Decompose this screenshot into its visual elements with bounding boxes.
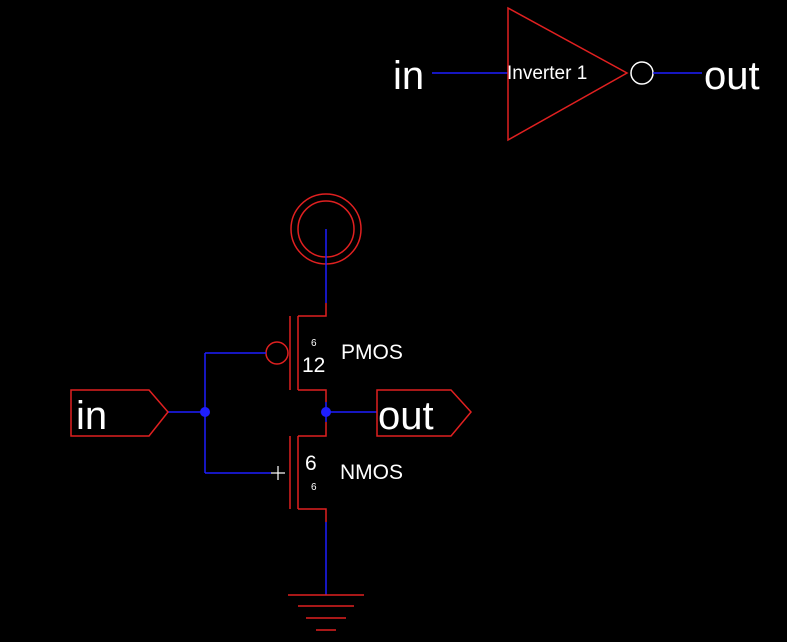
schematic-wires [168,352,377,595]
nmos-length: 6 [311,482,317,493]
output-port-label: out [378,394,434,438]
pmos-transistor-icon[interactable] [265,303,327,402]
symbol-input-label: in [393,54,424,98]
nmos-width: 6 [305,452,317,475]
inverter-symbol[interactable]: in Inverter 1 out [393,6,760,142]
output-node-dot [321,407,331,417]
inverter-gate-icon [507,6,629,142]
inversion-bubble-icon [630,61,654,85]
input-node-dot [200,407,210,417]
output-port[interactable]: out [376,389,472,438]
symbol-gate-name: Inverter 1 [507,63,587,84]
nmos-name: NMOS [340,461,403,484]
nmos-transistor-icon[interactable] [271,422,327,522]
symbol-output-label: out [704,54,760,98]
output-port-icon [376,389,472,437]
pmos-name: PMOS [341,341,403,364]
pmos-width: 12 [302,354,325,377]
input-port-icon [70,389,169,437]
input-port-label: in [76,394,107,438]
pmos-length: 6 [311,338,317,349]
input-port[interactable]: in [70,389,169,438]
ground-icon [288,594,364,631]
vdd-supply-icon [290,193,362,303]
